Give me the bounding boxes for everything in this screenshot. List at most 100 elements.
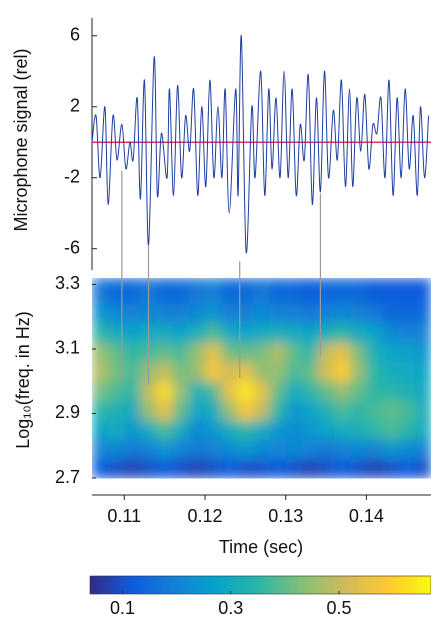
heat-cell	[108, 439, 125, 460]
heat-cell	[318, 361, 335, 382]
heat-cell	[350, 303, 367, 324]
heat-cell	[285, 303, 303, 324]
heat-cell	[414, 458, 431, 479]
colorbar-segment	[422, 576, 428, 594]
colorbar-segment	[277, 576, 283, 594]
colorbar-segment	[158, 576, 164, 594]
heat-cell	[301, 381, 319, 402]
heat-cell	[334, 381, 351, 402]
colorbar-segment	[247, 576, 253, 594]
heat-cell	[237, 419, 254, 440]
colorbar-segment	[115, 576, 121, 594]
colorbar-segment	[362, 576, 368, 594]
heat-cell	[285, 458, 303, 479]
heat-cell	[156, 400, 174, 421]
heat-cell	[237, 439, 254, 460]
heat-cell	[188, 342, 206, 363]
colorbar-segment	[107, 576, 112, 594]
heat-cell	[334, 419, 351, 440]
heat-cell	[318, 342, 335, 363]
heat-cell	[301, 323, 319, 344]
heat-cell	[269, 361, 287, 382]
heat-cell	[414, 323, 431, 344]
heat-cell	[398, 419, 416, 440]
heat-cell	[382, 458, 400, 479]
colorbar-segment	[94, 576, 100, 594]
heat-cell	[414, 278, 431, 305]
heat-cell	[108, 458, 125, 479]
heat-cell	[172, 381, 190, 402]
heat-cell	[350, 361, 367, 382]
heat-cell	[124, 323, 141, 344]
y-axis-label: Log₁₀(freq. in Hz)	[13, 311, 33, 449]
colorbar-segment	[136, 576, 142, 594]
colorbar-segment	[273, 576, 279, 594]
heat-cell	[334, 278, 351, 305]
colorbar-segment	[179, 576, 185, 594]
heat-cell	[414, 400, 431, 421]
colorbar-segment	[166, 576, 172, 594]
colorbar-segment	[175, 576, 181, 594]
heat-cell	[398, 381, 416, 402]
colorbar-segment	[290, 576, 296, 594]
heat-cell	[350, 400, 367, 421]
heat-cell	[398, 361, 416, 382]
colorbar-segment	[205, 576, 210, 594]
colorbar-tick-label: 0.3	[218, 598, 243, 618]
heat-cell	[285, 342, 303, 363]
heat-cell	[366, 419, 384, 440]
heat-cell	[205, 323, 222, 344]
heat-cell	[92, 419, 109, 440]
heat-cell	[366, 342, 384, 363]
heat-cell	[301, 458, 319, 479]
colorbar-segment	[256, 576, 262, 594]
heat-cell	[253, 342, 271, 363]
colorbar-segment	[405, 576, 411, 594]
colorbar-segment	[145, 576, 151, 594]
heat-cell	[318, 458, 335, 479]
heat-cell	[269, 439, 287, 460]
heat-cell	[285, 278, 303, 305]
colorbar-segment	[149, 576, 155, 594]
heat-cell	[172, 439, 190, 460]
heat-cell	[285, 323, 303, 344]
heat-cell	[205, 400, 222, 421]
heat-cell	[382, 439, 400, 460]
colorbar-segment	[102, 576, 108, 594]
colorbar-segment	[332, 576, 338, 594]
heat-cell	[108, 342, 125, 363]
heat-cell	[350, 278, 367, 305]
heat-cell	[285, 381, 303, 402]
colorbar-segment	[401, 576, 407, 594]
heat-cell	[124, 419, 141, 440]
heat-cell	[108, 278, 125, 305]
colorbar-segment	[230, 576, 236, 594]
heat-cell	[108, 419, 125, 440]
heat-cell	[269, 419, 287, 440]
heat-cell	[318, 278, 335, 305]
heat-cell	[124, 342, 141, 363]
colorbar-segment	[358, 576, 364, 594]
colorbar-segment	[413, 576, 419, 594]
heat-cell	[318, 439, 335, 460]
heat-cell	[221, 439, 238, 460]
heat-cell	[414, 381, 431, 402]
heat-cell	[285, 361, 303, 382]
heat-cell	[188, 381, 206, 402]
colorbar-frame	[89, 575, 431, 595]
colorbar-segment	[192, 576, 198, 594]
heat-cell	[382, 400, 400, 421]
heat-cell	[221, 278, 238, 305]
heat-cell	[414, 439, 431, 460]
colorbar-segment	[354, 576, 360, 594]
heat-cell	[253, 303, 271, 324]
colorbar-segment	[264, 576, 270, 594]
heat-cell	[124, 278, 141, 305]
colorbar-segment	[209, 576, 215, 594]
heat-cell	[334, 303, 351, 324]
colorbar-segment	[234, 576, 240, 594]
colorbar-segment	[260, 576, 266, 594]
colorbar-segment	[375, 576, 381, 594]
y-tick-label: 2.9	[55, 402, 80, 422]
spectrogram	[92, 278, 431, 479]
